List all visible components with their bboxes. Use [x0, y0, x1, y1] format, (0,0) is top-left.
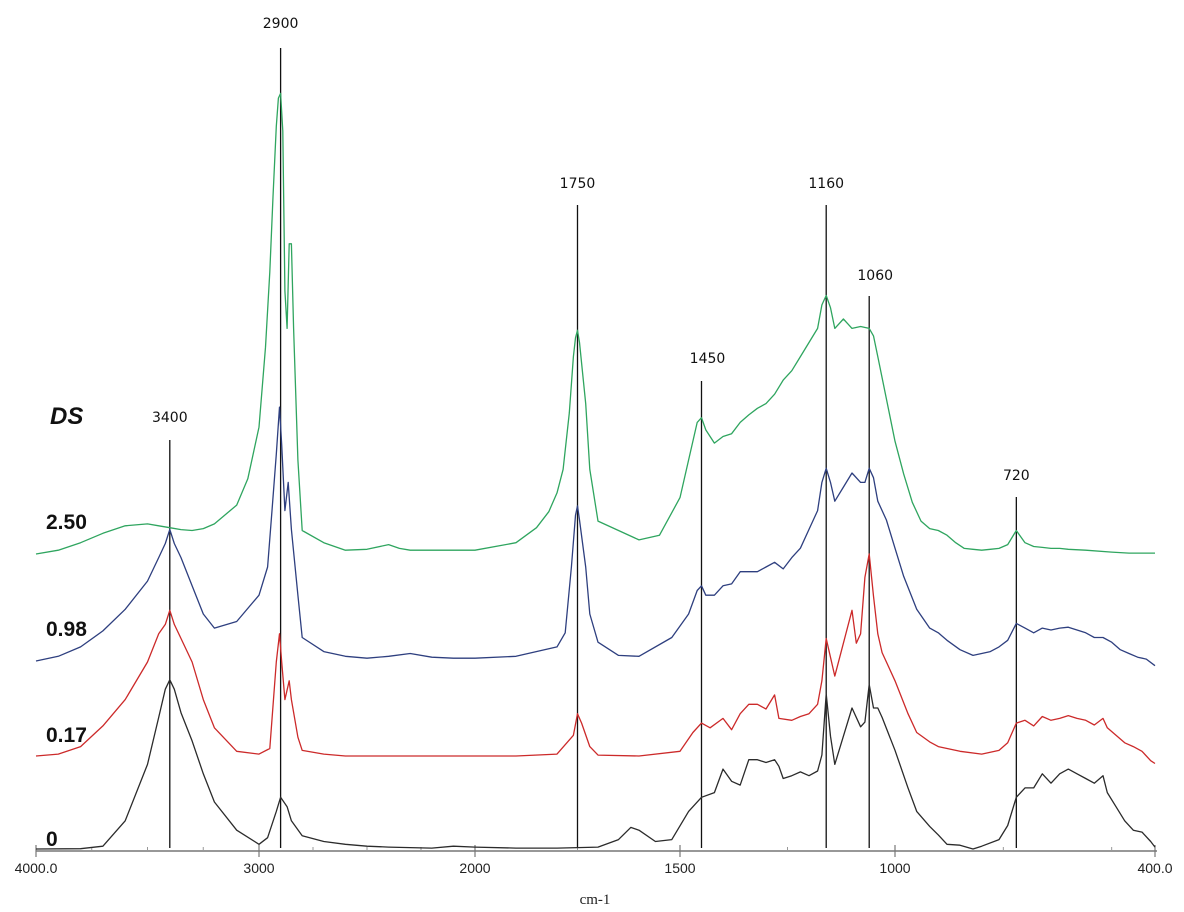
peak-marker-label: 3400: [152, 410, 188, 426]
peak-marker-label: 2900: [263, 16, 299, 32]
x-axis-title: cm-1: [580, 892, 611, 908]
peak-markers: 3400 2900 1750 1450 1160 1060 720: [152, 16, 1030, 848]
series-group: [35, 92, 1156, 850]
peak-marker-label: 1750: [560, 176, 596, 192]
peak-marker-label: 720: [1003, 468, 1030, 484]
series-labels: 0 0.17 0.98 2.50: [46, 511, 87, 851]
peak-marker-label: 1060: [857, 268, 893, 284]
x-tick-label: 3000: [243, 860, 274, 876]
series-line-0-17: [35, 553, 1156, 765]
series-label: 0: [46, 828, 58, 851]
series-label: 0.98: [46, 618, 87, 641]
series-line-2-50: [35, 92, 1155, 555]
series-line-0: [35, 679, 1156, 850]
series-label: 0.17: [46, 724, 87, 747]
x-tick-label: 1000: [879, 860, 910, 876]
x-tick-label: 1500: [664, 860, 695, 876]
series-line-0-98: [35, 406, 1156, 667]
peak-marker-label: 1160: [808, 176, 844, 192]
legend-title: DS: [50, 403, 83, 430]
x-tick-label: 4000.0: [15, 860, 58, 876]
x-tick-label: 2000: [459, 860, 490, 876]
series-label: 2.50: [46, 511, 87, 534]
peak-marker-label: 1450: [690, 351, 726, 367]
x-tick-label: 400.0: [1137, 860, 1172, 876]
x-axis: 4000.0 3000 2000 1500 1000 400.0: [15, 845, 1173, 876]
